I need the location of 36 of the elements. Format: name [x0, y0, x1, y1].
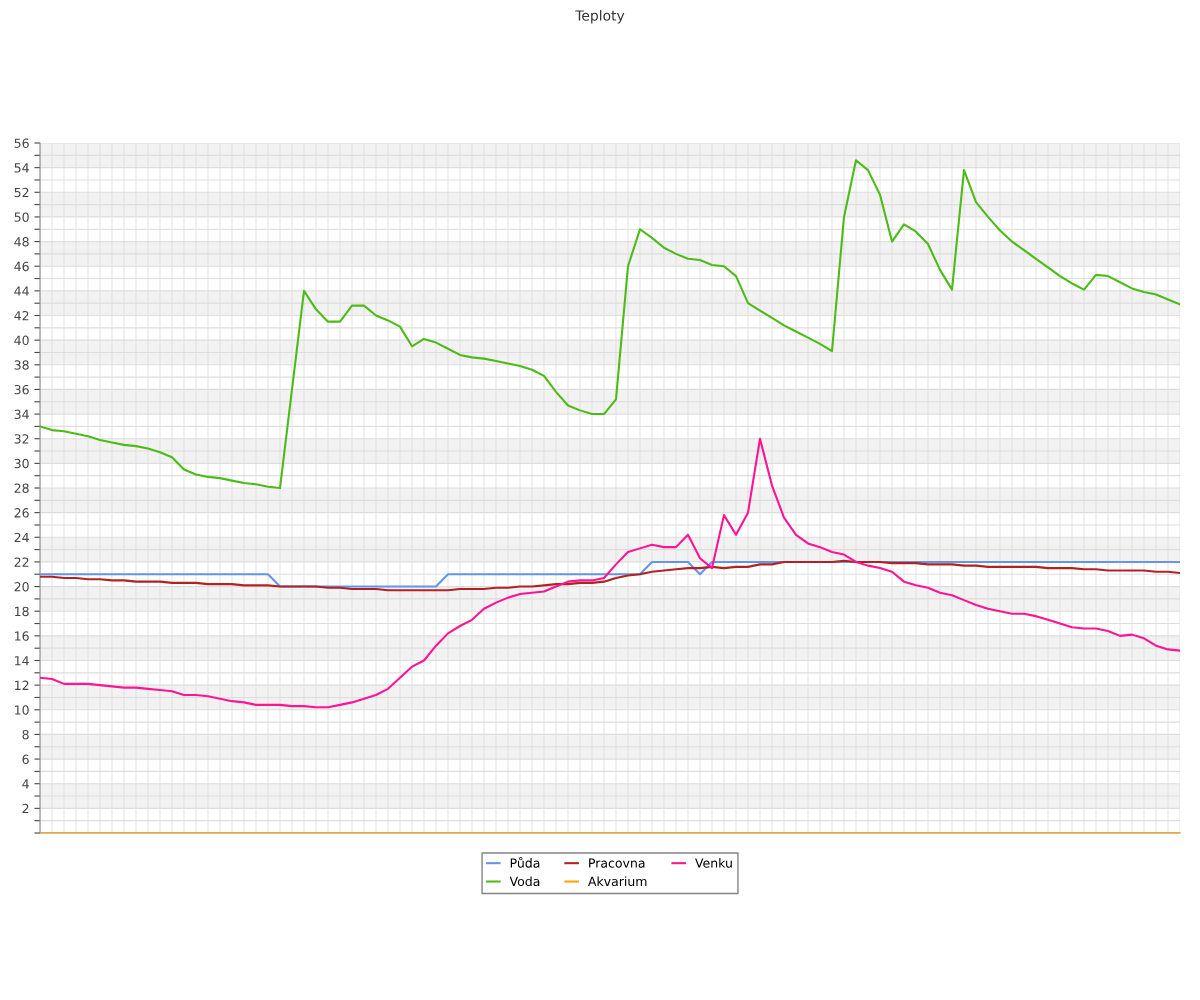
legend-label: Voda	[509, 876, 540, 887]
y-tick-label: 34	[14, 409, 29, 419]
y-tick-label: 16	[15, 631, 29, 641]
y-tick-label: 30	[14, 458, 29, 469]
y-tick-label: 2	[22, 803, 29, 814]
y-tick-label: 56	[14, 138, 29, 148]
y-tick-label: 32	[14, 434, 29, 444]
y-tick-label: 6	[22, 754, 29, 764]
y-tick-label: 40	[14, 335, 29, 346]
y-tick-label: 54	[14, 163, 29, 173]
y-tick-label: 26	[14, 508, 29, 518]
y-tick-label: 10	[15, 705, 29, 715]
y-tick-label: 12	[15, 680, 29, 690]
line-series	[40, 437, 1180, 709]
y-tick-label: 44	[14, 286, 29, 296]
legend-label: Venku	[695, 858, 732, 868]
line-series	[40, 159, 1180, 490]
legend-label: Pracovna	[589, 858, 645, 868]
y-tick-label: 22	[14, 557, 29, 567]
y-tick-label: 4	[22, 779, 29, 789]
y-tick-label: 8	[22, 729, 29, 740]
y-tick-label: 46	[14, 261, 29, 272]
y-tick-label: 24	[14, 532, 29, 543]
y-tick-label: 20	[14, 582, 29, 592]
y-tick-label: 48	[14, 237, 29, 247]
chart-title: Teploty	[575, 10, 625, 24]
y-tick-label: 50	[14, 212, 29, 222]
y-tick-label: 38	[14, 360, 29, 370]
y-tick-label: 18	[15, 606, 29, 617]
y-tick-label: 28	[14, 483, 29, 493]
y-tick-label: 14	[15, 656, 29, 666]
legend-label: Akvarium	[588, 876, 647, 887]
legend-label: Půda	[510, 856, 540, 868]
y-tick-label: 42	[14, 310, 29, 321]
y-tick-label: 52	[14, 187, 29, 198]
y-tick-label: 36	[14, 384, 29, 395]
